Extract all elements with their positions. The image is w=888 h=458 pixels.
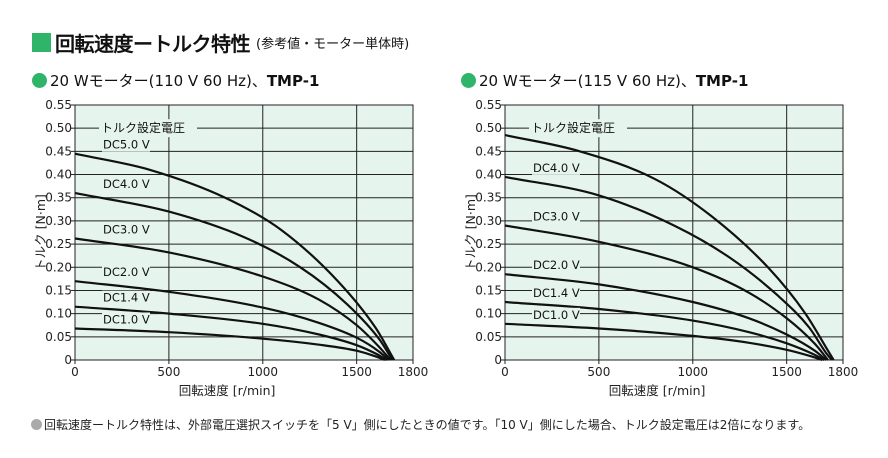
series-line: [504, 134, 835, 361]
gray-dot-icon: [31, 419, 42, 430]
y-tick-label: 0.15: [45, 283, 72, 297]
series-line: [504, 273, 827, 361]
y-tick-label: 0.10: [475, 307, 502, 321]
x-tick-label: 0: [71, 365, 79, 379]
y-tick-label: 0.25: [45, 237, 72, 251]
y-tick-label: 0.45: [475, 144, 502, 158]
x-axis-label: 回転速度 [r/min]: [609, 383, 706, 398]
series-label: DC2.0 V: [103, 265, 150, 279]
x-tick-label: 500: [587, 365, 610, 379]
chart-1-heading-text: 20 Wモーター(110 V 60 Hz)、: [50, 72, 267, 90]
chart-1: 0 0.05 0.10 0.15 0.20 0.25 0.30 0.35 0.40 0.45 0.5…: [33, 98, 429, 398]
series-label-background: [532, 258, 580, 273]
y-tick-label: 0.25: [475, 237, 502, 251]
series-label: DC1.0 V: [533, 308, 580, 322]
series-label: DC1.4 V: [533, 286, 580, 300]
title-square-icon: [32, 32, 51, 52]
x-tick-label: 500: [157, 365, 180, 379]
series-label-background: [102, 265, 150, 280]
series-label: DC3.0 V: [103, 223, 150, 237]
plot-frame: [74, 104, 414, 361]
x-tick-label: 0: [501, 365, 509, 379]
series-line: [74, 280, 390, 361]
page-title: 回転速度ートルク特性: [55, 31, 251, 56]
y-tick-label: 0.55: [45, 98, 72, 112]
series-label-background: [532, 286, 580, 301]
series-label: DC3.0 V: [533, 210, 580, 224]
series-label-background: [532, 307, 580, 322]
series-label: DC4.0 V: [533, 161, 580, 175]
y-tick-label: 0.05: [475, 330, 502, 344]
green-dot-icon: [32, 73, 47, 88]
series-line: [74, 327, 386, 362]
chart-2-heading-text: 20 Wモーター(115 V 60 Hz)、: [479, 72, 696, 90]
x-tick-label: 1500: [341, 365, 372, 379]
y-tick-label: 0.35: [45, 191, 72, 205]
series-label: DC1.0 V: [103, 312, 150, 326]
series-label-background: [532, 160, 580, 175]
series-label-background: [102, 290, 150, 305]
series-line: [74, 305, 388, 361]
x-tick-label: 1000: [678, 365, 709, 379]
y-tick-label: 0.35: [475, 191, 502, 205]
series-label: DC2.0 V: [533, 258, 580, 272]
chart-2-heading: 20 Wモーター(115 V 60 Hz)、 TMP-1: [461, 70, 748, 91]
y-tick-label: 0.40: [475, 168, 502, 182]
plot-frame: [504, 104, 844, 361]
series-line: [504, 175, 833, 361]
y-tick-label: 0: [494, 353, 502, 367]
chart-1-model: TMP-1: [266, 71, 320, 90]
y-tick-label: 0.20: [45, 260, 72, 274]
y-tick-label: 0: [64, 353, 72, 367]
series-line: [504, 224, 829, 361]
series-label-background: [102, 312, 150, 327]
y-tick-label: 0.20: [475, 260, 502, 274]
series-label: DC1.4 V: [103, 291, 150, 305]
series-label-background: [102, 177, 150, 192]
x-tick-label: 1800: [828, 365, 859, 379]
series-label-background: [102, 222, 150, 237]
annotation-background: [99, 119, 197, 138]
green-dot-icon: [461, 73, 476, 88]
series-line: [504, 322, 823, 362]
series-label-background: [532, 209, 580, 224]
y-tick-label: 0.50: [45, 121, 72, 135]
annotation-background: [529, 119, 627, 138]
series-label-background: [102, 137, 150, 152]
y-axis-label: トルク [N·m]: [463, 194, 478, 271]
y-axis-label: トルク [N·m]: [33, 194, 48, 271]
annotation-text: トルク設定電圧: [531, 120, 615, 135]
chart-2: 0 0.05 0.10 0.15 0.20 0.25 0.30 0.35 0.40 0.45 0.5…: [463, 98, 859, 398]
y-tick-label: 0.30: [45, 214, 72, 228]
x-axis-label: 回転速度 [r/min]: [179, 383, 276, 398]
y-tick-label: 0.30: [475, 214, 502, 228]
y-tick-label: 0.05: [45, 330, 72, 344]
series-label: DC4.0 V: [103, 177, 150, 191]
y-tick-label: 0.40: [45, 168, 72, 182]
x-tick-label: 1500: [771, 365, 802, 379]
series-line: [74, 152, 396, 361]
title-note: (参考値・モーター単体時): [256, 36, 410, 52]
y-tick-label: 0.10: [45, 307, 72, 321]
series-line: [504, 300, 825, 361]
series-line: [74, 237, 392, 361]
y-tick-label: 0.45: [45, 144, 72, 158]
title-row: 回転速度ートルク特性 (参考値・モーター単体時): [32, 30, 410, 56]
x-tick-label: 1800: [398, 365, 429, 379]
annotation-text: トルク設定電圧: [101, 120, 185, 135]
y-tick-label: 0.15: [475, 283, 502, 297]
x-tick-label: 1000: [248, 365, 279, 379]
footer-note-text: 回転速度ートルク特性は、外部電圧選択スイッチを「5 V」側にしたときの値です。「…: [44, 418, 811, 432]
chart-1-heading: 20 Wモーター(110 V 60 Hz)、 TMP-1: [32, 70, 319, 91]
series-line: [74, 192, 394, 361]
chart-2-model: TMP-1: [695, 71, 749, 90]
y-tick-label: 0.50: [475, 121, 502, 135]
y-tick-label: 0.55: [475, 98, 502, 112]
series-label: DC5.0 V: [103, 138, 150, 152]
footer-note: 回転速度ートルク特性は、外部電圧選択スイッチを「5 V」側にしたときの値です。「…: [31, 416, 810, 433]
